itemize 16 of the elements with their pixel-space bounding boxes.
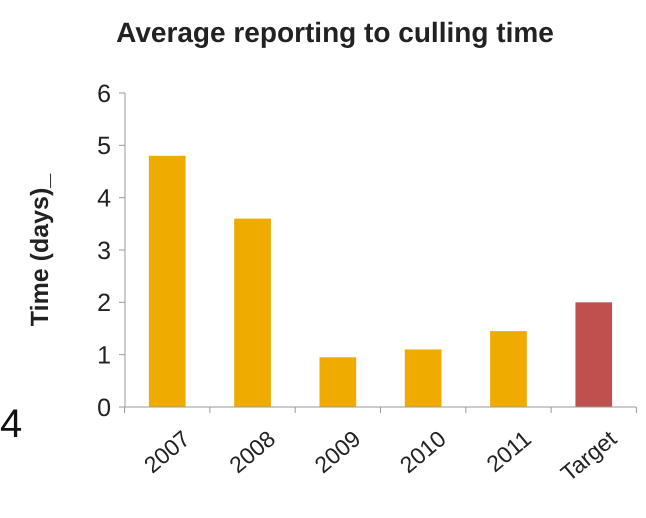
y-tick-label: 2 bbox=[97, 289, 111, 318]
y-axis-title: Time (days)_ bbox=[26, 172, 54, 326]
text: 4 bbox=[0, 402, 22, 446]
y-tick-label: 6 bbox=[97, 80, 111, 108]
bar bbox=[404, 349, 442, 407]
y-tick-label: 4 bbox=[97, 184, 112, 212]
y-tick-label: 5 bbox=[97, 132, 111, 160]
bar bbox=[320, 357, 356, 407]
chart-title: Average reporting to culling time bbox=[116, 17, 554, 48]
bar bbox=[490, 331, 527, 407]
bar bbox=[234, 218, 271, 407]
y-tick-label: 0 bbox=[97, 394, 111, 422]
bar bbox=[148, 156, 186, 407]
y-tick-label: 3 bbox=[97, 236, 111, 265]
y-tick-label: 1 bbox=[97, 341, 111, 370]
bar bbox=[575, 302, 612, 407]
